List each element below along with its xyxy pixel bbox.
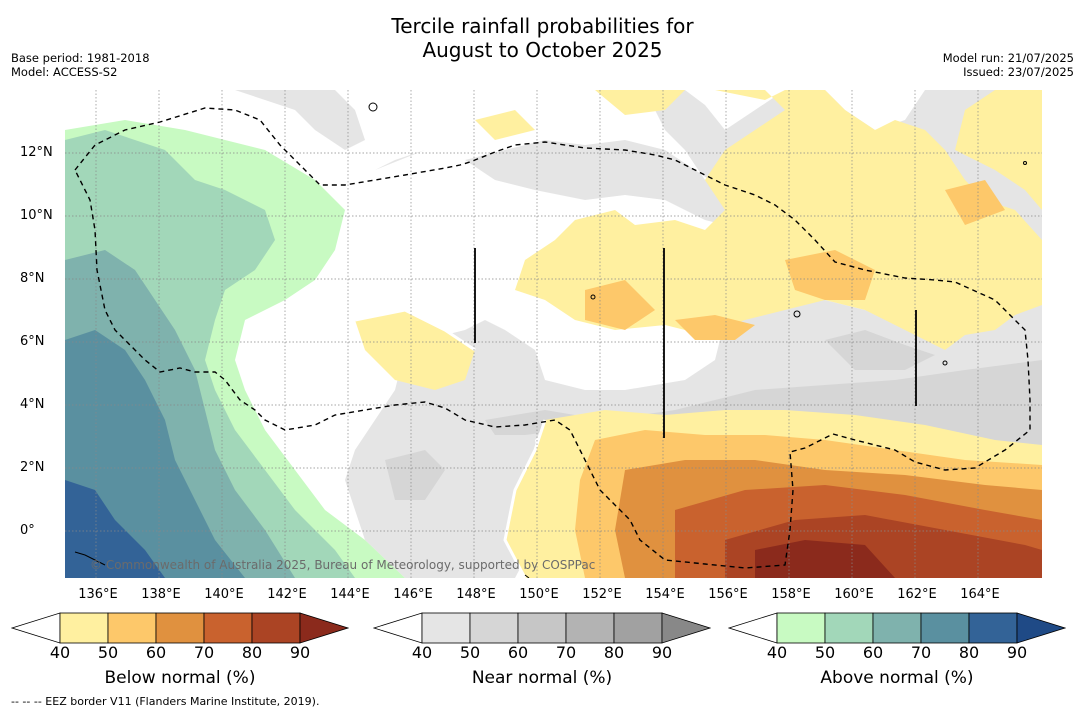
base-period: Base period: 1981-2018 [11, 51, 150, 65]
colorbar-tick-label: 60 [507, 643, 529, 662]
colorbar-tick-label: 40 [49, 643, 71, 662]
lon-tick-label: 148°E [456, 587, 496, 602]
colorbar-tick-label: 90 [1006, 643, 1028, 662]
base-info: Base period: 1981-2018 Model: ACCESS-S2 [11, 51, 150, 79]
lat-tick-label: 12°N [20, 145, 53, 160]
colorbar-segment [776, 612, 826, 644]
lon-tick-label: 156°E [708, 587, 748, 602]
colorbar-segment [203, 612, 253, 644]
eez-border [74, 107, 1031, 569]
title-line-1: Tercile rainfall probabilities for [391, 14, 694, 38]
colorbar-tick-label: 60 [145, 643, 167, 662]
colorbar [728, 612, 1066, 644]
colorbar-tick-label: 50 [459, 643, 481, 662]
colorbar-over-triangle [661, 612, 711, 644]
colorbar-tick-label: 80 [958, 643, 980, 662]
title-line-2: August to October 2025 [422, 38, 663, 62]
rainfall-map [65, 90, 1042, 578]
colorbar-segment [968, 612, 1018, 644]
lat-tick-label: 4°N [20, 397, 45, 412]
colorbar [11, 612, 349, 644]
colorbar-tick-label: 40 [766, 643, 788, 662]
colorbar-tick-label: 60 [862, 643, 884, 662]
lat-tick-label: 0° [20, 523, 35, 538]
map-title: Tercile rainfall probabilities for Augus… [0, 14, 1085, 62]
lon-tick-label: 150°E [519, 587, 559, 602]
colorbar-tick-label: 90 [651, 643, 673, 662]
colorbar-under-triangle [728, 612, 778, 644]
colorbar-segment [59, 612, 109, 644]
lon-tick-label: 154°E [645, 587, 685, 602]
colorbar-over-triangle [1016, 612, 1066, 644]
colorbar-segment [251, 612, 301, 644]
colorbar-title: Below normal (%) [104, 668, 256, 688]
colorbar-segment [107, 612, 157, 644]
lon-tick-label: 162°E [897, 587, 937, 602]
lat-tick-label: 10°N [20, 208, 53, 223]
boundary-halos [354, 308, 547, 578]
lon-tick-label: 164°E [960, 587, 1000, 602]
model-run: Model run: 21/07/2025 [942, 51, 1074, 65]
colorbar-tick-label: 70 [910, 643, 932, 662]
lon-tick-label: 138°E [141, 587, 181, 602]
colorbar-tick-label: 80 [241, 643, 263, 662]
colorbar-tick-label: 70 [193, 643, 215, 662]
colorbar-segment [613, 612, 663, 644]
colorbar-under-triangle [373, 612, 423, 644]
graticule [65, 90, 1042, 578]
colorbar-title: Near normal (%) [471, 668, 613, 688]
colorbar-segment [872, 612, 922, 644]
lat-tick-label: 8°N [20, 271, 45, 286]
above-normal-regions [65, 120, 405, 578]
lat-tick-label: 2°N [20, 460, 45, 475]
run-info: Model run: 21/07/2025 Issued: 23/07/2025 [943, 51, 1074, 79]
colorbar-tick-label: 90 [289, 643, 311, 662]
colorbar-tick-label: 40 [411, 643, 433, 662]
lon-tick-label: 142°E [267, 587, 307, 602]
colorbar-title: Above normal (%) [820, 668, 974, 688]
colorbar-under-triangle [11, 612, 61, 644]
lon-tick-label: 140°E [204, 587, 244, 602]
lon-tick-label: 136°E [78, 587, 118, 602]
lon-tick-label: 144°E [330, 587, 370, 602]
lon-tick-label: 146°E [393, 587, 433, 602]
lon-tick-label: 152°E [582, 587, 622, 602]
eez-segments [474, 248, 917, 438]
credit-text: © Commonwealth of Australia 2025, Bureau… [90, 558, 596, 572]
colorbar [373, 612, 711, 644]
colorbar-segment [155, 612, 205, 644]
colorbar-tick-label: 50 [97, 643, 119, 662]
colorbar-segment [421, 612, 471, 644]
islands [74, 102, 1027, 578]
model-name: Model: ACCESS-S2 [11, 65, 118, 79]
colorbar-segment [565, 612, 615, 644]
colorbar-tick-label: 50 [814, 643, 836, 662]
colorbar-segment [517, 612, 567, 644]
colorbar-over-triangle [299, 612, 349, 644]
lon-tick-label: 158°E [771, 587, 811, 602]
lon-tick-label: 160°E [834, 587, 874, 602]
colorbar-segment [824, 612, 874, 644]
colorbar-tick-label: 70 [555, 643, 577, 662]
eez-footnote: -- -- -- EEZ border V11 (Flanders Marine… [11, 695, 320, 708]
issued-date: Issued: 23/07/2025 [963, 65, 1074, 79]
colorbar-segment [469, 612, 519, 644]
below-normal-regions [355, 90, 1042, 578]
colorbar-tick-label: 80 [603, 643, 625, 662]
colorbar-segment [920, 612, 970, 644]
lat-tick-label: 6°N [20, 334, 45, 349]
